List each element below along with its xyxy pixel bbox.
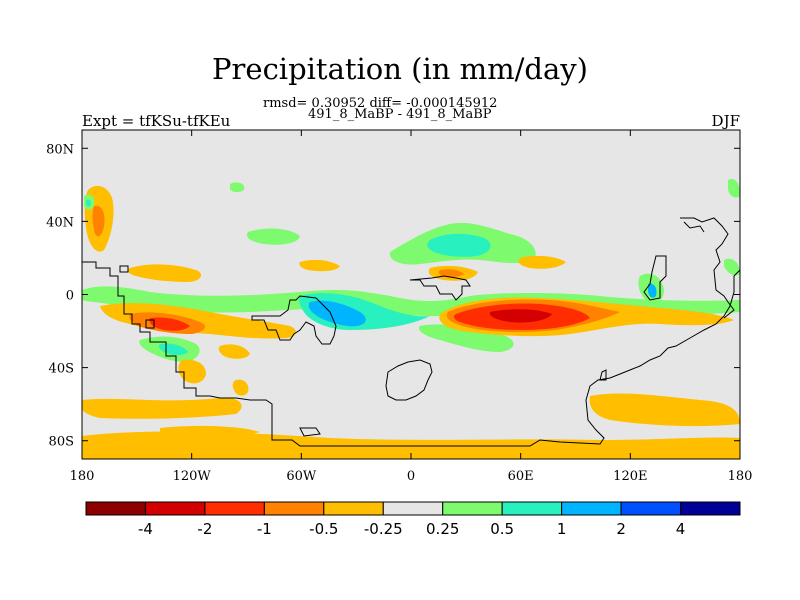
colorbar-box [442,501,503,516]
field-indian-ocean-dry-max [489,309,552,323]
colorbar-box [263,501,325,516]
field-south-atlantic-wet [418,324,514,352]
field-north-africa-band-core [427,233,491,257]
coastline-africa [409,275,471,301]
field-east-wet-2 [724,258,740,276]
y-tick-label: 80S [49,435,74,450]
x-tick-label: 120E [613,469,647,484]
colorbar-labels: -4 -2 -1 -0.5 -0.25 0.25 0.5 1 2 4 [138,520,685,538]
coastline-east-asia [643,255,667,301]
colorbar-box [620,501,682,516]
colorbar-box [204,501,265,516]
coastline-americas [82,261,740,447]
chart-title: Precipitation (in mm/day) [212,52,588,86]
x-tick-label: 180 [728,469,753,484]
coastline-antarctic-islands [385,359,433,401]
colorbar-box [501,501,563,516]
colorbar-label: 2 [616,520,626,538]
colorbar-label: 0.25 [426,520,459,538]
y-tick-label: 40S [49,362,74,377]
colorbar-label: 4 [676,520,686,538]
field-north-pacific-wet-2 [86,199,91,207]
field-north-dry-4-core [438,269,464,278]
field-east-wet [728,178,740,198]
colorbar-boxes [85,501,741,516]
x-tick-label: 120W [173,469,212,484]
y-axis-ticks: 80N 40N 0 40S 80S [46,142,740,450]
field-north-dry [128,264,202,282]
field-north-wet-small [230,182,245,193]
colorbar-label: 0.5 [490,520,514,538]
cases-line: 491_8_MaBP - 491_8_MaBP [308,107,492,122]
x-tick-label: 180 [70,469,95,484]
field-north-dry-2 [299,259,340,272]
coastline-small-island [299,427,321,437]
colorbar-label: -4 [138,520,153,538]
stats-line: rmsd= 0.30952 diff= -0.000145912 [263,96,498,111]
colorbar-label: -0.25 [364,520,403,538]
field-north-dry-3 [518,255,566,269]
coastline-pacific-isle-2 [119,265,129,273]
field-southern-ocean-band [82,397,242,419]
field-subtropic-dry [178,359,206,384]
colorbar-box [382,501,444,516]
y-tick-label: 80N [46,142,74,157]
field-antarctic-coast [82,431,740,459]
season-label: DJF [711,112,740,130]
coastline-north-america [683,221,705,233]
colorbar-label: -1 [257,520,272,538]
field-antarctic-coast-2 [160,425,260,437]
colorbar-box [561,501,622,516]
coastline-east-ridge [680,217,735,319]
colorbar-label: 1 [557,520,567,538]
coastlines [82,217,740,447]
colorbar-box [144,501,206,516]
field-subtropic-dry-2 [218,344,250,359]
experiment-label: Expt = tfKSu-tfKEu [82,112,231,130]
coastline-pacific-isle [145,319,155,329]
x-tick-label: 60E [508,469,534,484]
colorbar-box [680,501,741,516]
coastline-south-america [251,295,337,345]
coastline-pacific-rim [599,369,607,381]
field-south-pacific-dry [100,303,296,339]
y-tick-label: 0 [66,289,74,304]
colorbar-box [85,501,146,516]
colorbar-label: -2 [197,520,212,538]
x-axis-ticks: 180 120W 60W 0 60E 120E 180 [70,130,753,484]
field-subtropic-dry-3 [232,379,249,396]
field-west-pacific-wet-core [648,283,657,298]
colorbar-box [323,501,384,516]
colorbar-label: -0.5 [309,520,338,538]
field-south-pacific-dry-max [149,317,190,331]
field-south-atlantic-band [589,393,740,427]
x-tick-label: 60W [286,469,317,484]
field-tropical-atlantic-core [308,300,366,327]
field-north-pacific-core [92,205,105,237]
y-tick-label: 40N [46,215,74,230]
field-eurasia-wet [246,228,300,245]
x-tick-label: 0 [407,469,415,484]
